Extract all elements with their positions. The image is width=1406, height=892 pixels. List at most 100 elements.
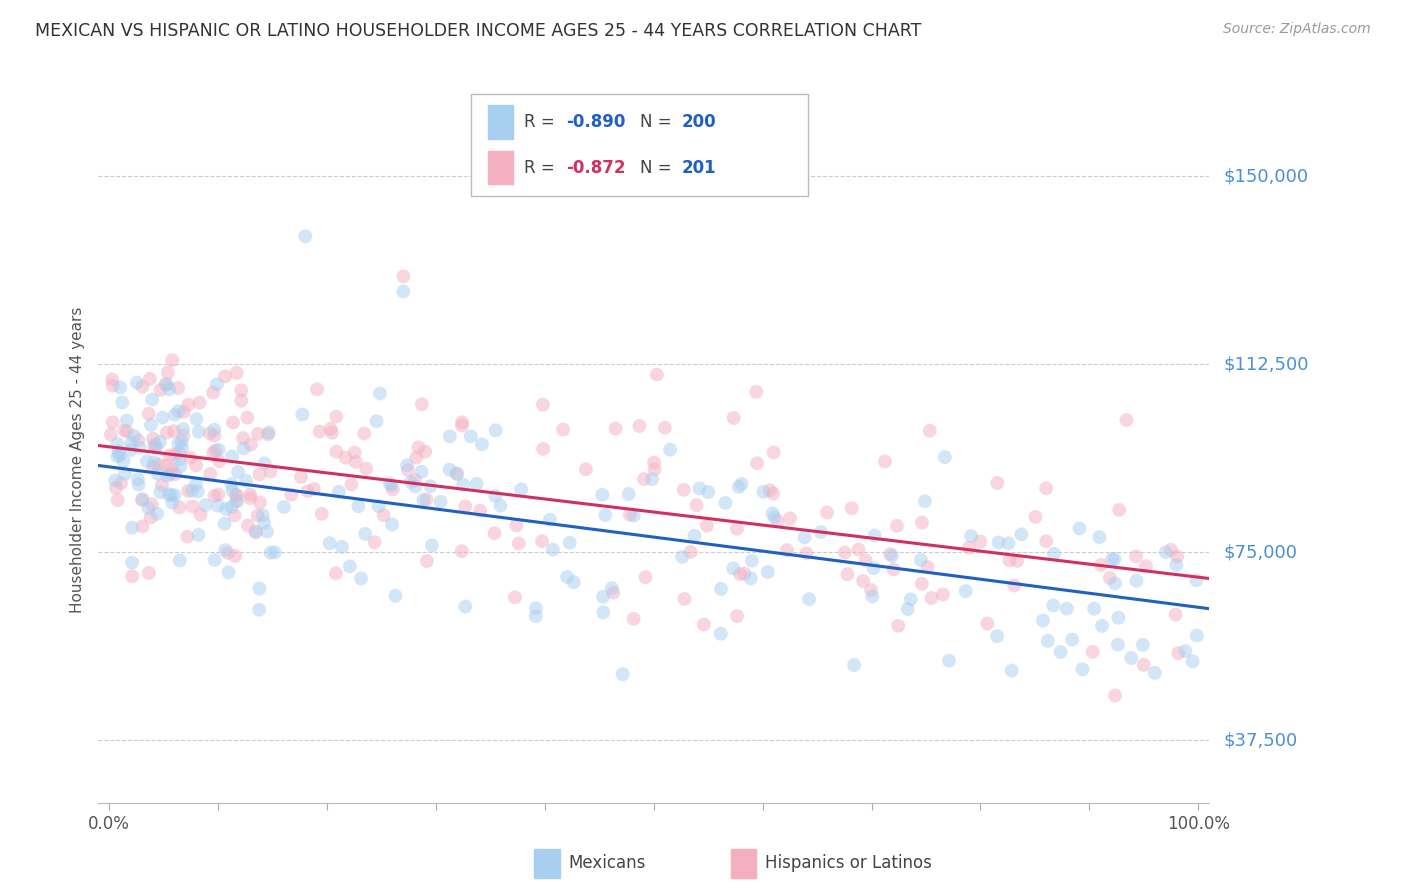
Point	[217, 566, 239, 580]
Point	[143, 437, 166, 451]
Point	[141, 392, 163, 407]
Point	[156, 425, 179, 440]
Point	[162, 495, 184, 509]
Point	[451, 477, 474, 491]
Point	[510, 483, 533, 497]
Point	[1091, 619, 1114, 633]
Point	[593, 508, 616, 522]
Point	[156, 468, 179, 483]
Point	[104, 474, 127, 488]
Text: $150,000: $150,000	[1223, 167, 1308, 186]
Point	[679, 545, 702, 559]
Point	[454, 500, 477, 514]
Point	[188, 395, 211, 409]
Point	[619, 508, 641, 522]
Point	[217, 546, 239, 560]
Point	[121, 569, 143, 583]
Point	[340, 477, 363, 491]
Point	[880, 549, 903, 563]
Point	[187, 425, 209, 439]
Point	[139, 510, 162, 524]
Point	[911, 516, 934, 530]
Point	[446, 467, 468, 482]
Point	[1133, 657, 1156, 672]
Point	[350, 571, 373, 585]
Point	[600, 581, 623, 595]
Point	[169, 459, 191, 474]
Point	[224, 508, 246, 523]
Point	[318, 536, 340, 550]
Point	[221, 500, 243, 514]
Point	[135, 454, 157, 468]
Point	[986, 475, 1008, 490]
Point	[221, 483, 243, 498]
Point	[142, 432, 165, 446]
Point	[555, 570, 578, 584]
Point	[1098, 571, 1121, 585]
Text: N =: N =	[640, 159, 676, 177]
Point	[485, 423, 508, 437]
Point	[834, 545, 856, 559]
Point	[236, 518, 259, 533]
Point	[451, 418, 474, 433]
Point	[733, 566, 755, 581]
Point	[256, 524, 278, 539]
Text: -0.872: -0.872	[567, 159, 626, 177]
Point	[381, 483, 404, 497]
Point	[914, 494, 936, 508]
Point	[202, 423, 225, 437]
Point	[170, 434, 193, 449]
Point	[460, 429, 482, 443]
Point	[167, 437, 190, 451]
Point	[381, 517, 404, 532]
Point	[741, 554, 763, 568]
Text: $112,500: $112,500	[1223, 355, 1309, 373]
Text: N =: N =	[640, 113, 676, 131]
Point	[776, 543, 799, 558]
Point	[384, 589, 406, 603]
Point	[659, 442, 682, 457]
Text: Source: ZipAtlas.com: Source: ZipAtlas.com	[1223, 22, 1371, 37]
Point	[1071, 662, 1094, 676]
Point	[392, 285, 415, 299]
Point	[575, 462, 598, 476]
Text: $75,000: $75,000	[1223, 543, 1298, 561]
Point	[224, 549, 246, 563]
Point	[934, 450, 956, 464]
Point	[1143, 665, 1166, 680]
Point	[311, 507, 333, 521]
Point	[762, 486, 785, 500]
Point	[169, 553, 191, 567]
Point	[756, 565, 779, 579]
Point	[617, 487, 640, 501]
Point	[1081, 645, 1104, 659]
Point	[176, 530, 198, 544]
Point	[524, 601, 547, 615]
Point	[232, 431, 254, 445]
Point	[163, 424, 186, 438]
Point	[363, 535, 385, 549]
Point	[633, 472, 655, 486]
Point	[558, 535, 581, 549]
Point	[1088, 530, 1111, 544]
Point	[263, 545, 285, 559]
Point	[860, 582, 883, 597]
Point	[693, 617, 716, 632]
Point	[810, 524, 832, 539]
Point	[654, 421, 676, 435]
Point	[146, 467, 169, 481]
Point	[253, 516, 276, 530]
Point	[214, 516, 236, 531]
Point	[204, 428, 226, 442]
Text: Hispanics or Latinos: Hispanics or Latinos	[765, 855, 932, 872]
Point	[222, 416, 245, 430]
Point	[325, 409, 347, 424]
Point	[325, 566, 347, 581]
Point	[471, 437, 494, 451]
Point	[101, 372, 124, 386]
Point	[215, 502, 238, 516]
Point	[114, 467, 136, 481]
Point	[115, 413, 138, 427]
Point	[730, 477, 752, 491]
Point	[366, 414, 388, 428]
